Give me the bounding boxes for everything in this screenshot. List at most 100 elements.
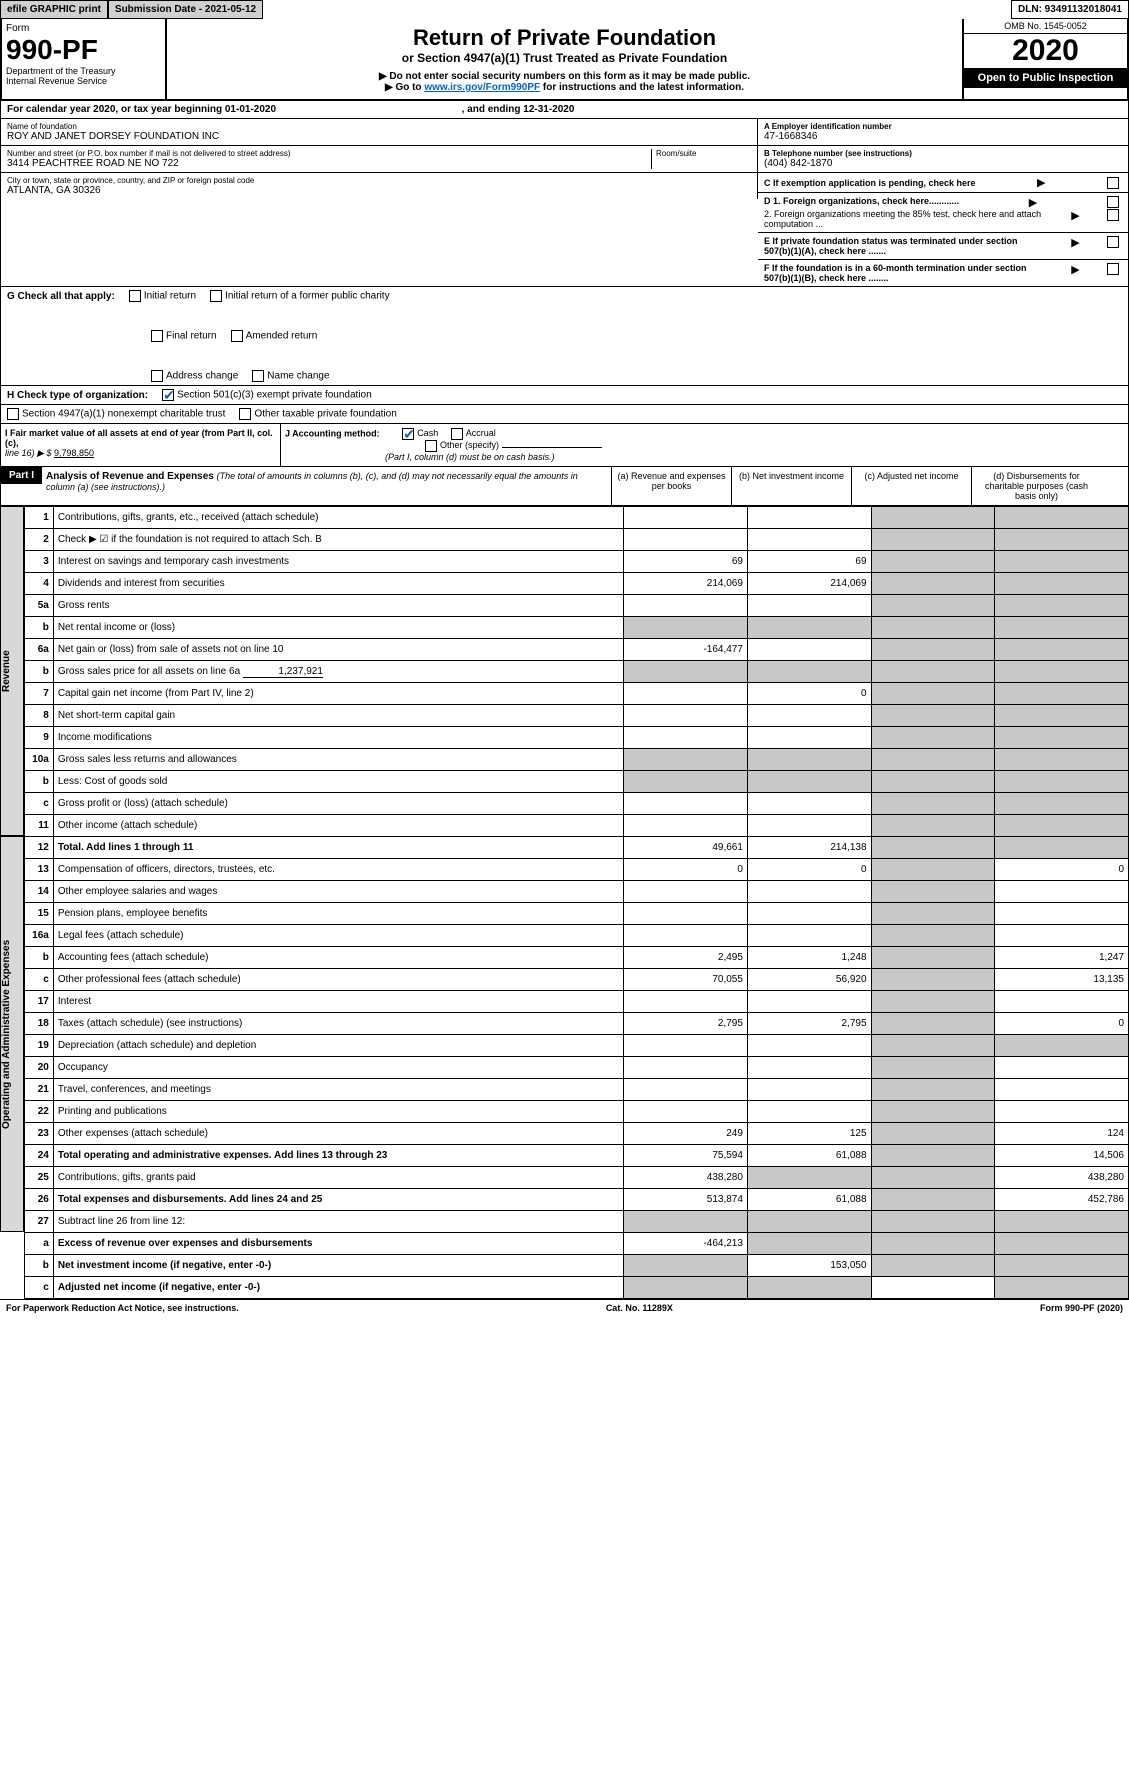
form-number: 990-PF [6,34,161,66]
amount-cell [871,903,995,925]
accrual-checkbox[interactable] [451,428,463,440]
table-row: cGross profit or (loss) (attach schedule… [25,793,1129,815]
ein-label: A Employer identification number [764,122,1122,131]
opex-side-label: Operating and Administrative Expenses [0,836,24,1232]
omb-number: OMB No. 1545-0052 [964,19,1127,34]
final-return-checkbox[interactable] [151,330,163,342]
amount-cell [747,815,871,837]
amount-cell [871,595,995,617]
initial-former-checkbox[interactable] [210,290,222,302]
line-number: 10a [25,749,54,771]
table-row: cOther professional fees (attach schedul… [25,969,1129,991]
part1-tag: Part I [1,467,42,484]
amount-cell: 0 [747,859,871,881]
table-row: cAdjusted net income (if negative, enter… [25,1277,1129,1299]
i-j-row: I Fair market value of all assets at end… [0,424,1129,467]
line-description: Gross rents [53,595,624,617]
phone-value: (404) 842-1870 [764,158,1122,169]
4947-checkbox[interactable] [7,408,19,420]
amount-cell [995,1255,1129,1277]
line-description: Accounting fees (attach schedule) [53,947,624,969]
addr-label: Number and street (or P.O. box number if… [7,149,651,158]
table-row: 2Check ▶ ☑ if the foundation is not requ… [25,529,1129,551]
line-number: b [25,1255,54,1277]
amount-cell [871,727,995,749]
amount-cell [995,903,1129,925]
amount-cell [871,1035,995,1057]
amount-cell [871,859,995,881]
table-row: bNet investment income (if negative, ent… [25,1255,1129,1277]
amount-cell [747,617,871,639]
cash-label: Cash [417,428,438,438]
amount-cell [871,1255,995,1277]
form-title: Return of Private Foundation [173,25,956,51]
other-method-label: Other (specify) [440,440,499,450]
line-number: 13 [25,859,54,881]
initial-former-label: Initial return of a former public charit… [225,291,390,302]
other-taxable-checkbox[interactable] [239,408,251,420]
amount-cell [995,595,1129,617]
amount-cell [747,749,871,771]
part1-title: Analysis of Revenue and Expenses [46,471,214,482]
amount-cell [871,925,995,947]
f-checkbox[interactable] [1107,263,1119,275]
amount-cell [871,661,995,683]
line-number: c [25,969,54,991]
col-a-header: (a) Revenue and expenses per books [611,467,731,505]
501c3-checkbox[interactable] [162,389,174,401]
table-row: 16aLegal fees (attach schedule) [25,925,1129,947]
amount-cell: 438,280 [995,1167,1129,1189]
table-row: 12Total. Add lines 1 through 1149,661214… [25,837,1129,859]
d2-checkbox[interactable] [1107,209,1119,221]
amount-cell [624,595,748,617]
amount-cell [747,1277,871,1299]
amount-cell [871,947,995,969]
other-taxable-label: Other taxable private foundation [254,409,396,420]
other-method-checkbox[interactable] [425,440,437,452]
amount-cell [747,793,871,815]
line-number: 11 [25,815,54,837]
d1-checkbox[interactable] [1107,196,1119,208]
amount-cell: -464,213 [624,1233,748,1255]
line-description: Net investment income (if negative, ente… [53,1255,624,1277]
amount-cell [995,1057,1129,1079]
amount-cell: 56,920 [747,969,871,991]
table-row: 11Other income (attach schedule) [25,815,1129,837]
amount-cell: 249 [624,1123,748,1145]
line-description: Gross sales less returns and allowances [53,749,624,771]
c-pending-checkbox[interactable] [1107,177,1119,189]
form-word: Form [6,23,161,34]
amount-cell [995,881,1129,903]
amount-cell [624,617,748,639]
name-change-checkbox[interactable] [252,370,264,382]
table-row: 9Income modifications [25,727,1129,749]
form990pf-link[interactable]: www.irs.gov/Form990PF [424,82,540,93]
table-row: bGross sales price for all assets on lin… [25,661,1129,683]
amount-cell [995,1079,1129,1101]
g-check-row: G Check all that apply: Initial return I… [0,287,1129,386]
amount-cell: 14,506 [995,1145,1129,1167]
cash-checkbox[interactable] [402,428,414,440]
line-number: 14 [25,881,54,903]
amount-cell [995,705,1129,727]
address-change-checkbox[interactable] [151,370,163,382]
initial-return-label: Initial return [144,291,196,302]
amount-cell [624,529,748,551]
amount-cell [871,507,995,529]
line-description: Interest [53,991,624,1013]
amount-cell [747,595,871,617]
fmv-value: 9,798,850 [54,448,94,458]
amount-cell [624,749,748,771]
line-description: Dividends and interest from securities [53,573,624,595]
e-checkbox[interactable] [1107,236,1119,248]
table-row: bAccounting fees (attach schedule)2,4951… [25,947,1129,969]
name-change-label: Name change [267,371,329,382]
amount-cell [995,815,1129,837]
amended-return-checkbox[interactable] [231,330,243,342]
line-description: Other professional fees (attach schedule… [53,969,624,991]
d2-label: 2. Foreign organizations meeting the 85%… [764,209,1044,229]
line-number: 19 [25,1035,54,1057]
phone-label: B Telephone number (see instructions) [764,149,1122,158]
line-number: 15 [25,903,54,925]
initial-return-checkbox[interactable] [129,290,141,302]
